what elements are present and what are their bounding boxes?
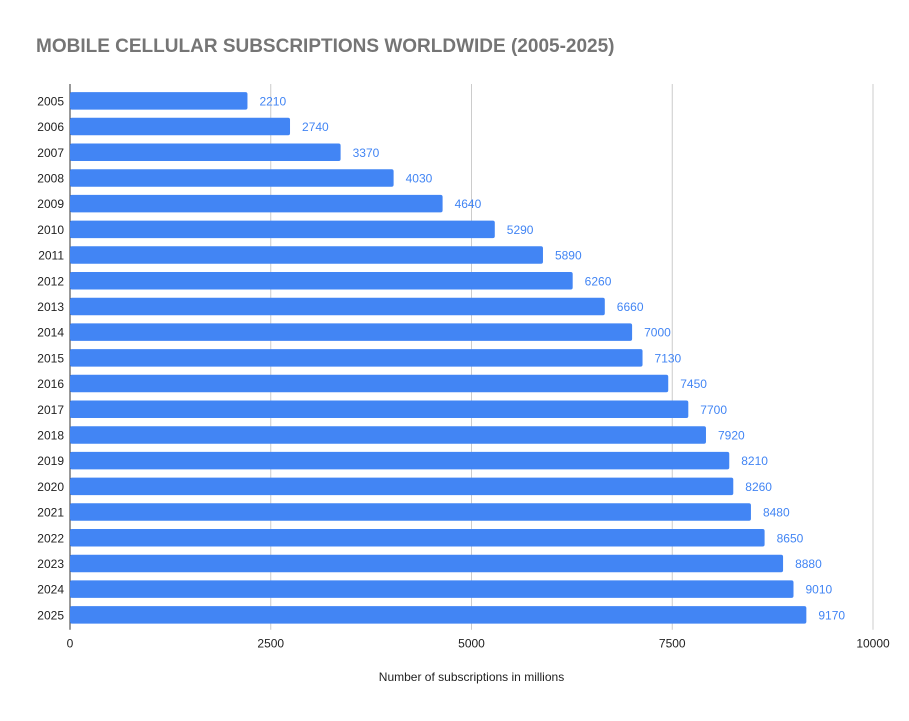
data-label: 9010 xyxy=(806,583,833,597)
y-tick-label: 2007 xyxy=(37,146,64,160)
y-tick-label: 2023 xyxy=(37,557,64,571)
bar xyxy=(70,246,543,264)
data-label: 8880 xyxy=(795,557,822,571)
bar xyxy=(70,169,394,187)
x-tick-label: 7500 xyxy=(659,637,686,651)
data-label: 2740 xyxy=(302,120,329,134)
y-tick-label: 2010 xyxy=(37,223,64,237)
bar xyxy=(70,503,751,521)
data-label: 7000 xyxy=(644,326,671,340)
y-tick-label: 2014 xyxy=(37,326,64,340)
y-tick-label: 2008 xyxy=(37,171,64,185)
y-tick-label: 2016 xyxy=(37,377,64,391)
data-label: 2210 xyxy=(259,94,286,108)
x-tick-label: 2500 xyxy=(257,637,284,651)
bar xyxy=(70,92,248,110)
x-tick-label: 10000 xyxy=(856,637,890,651)
y-tick-label: 2012 xyxy=(37,274,64,288)
y-tick-label: 2019 xyxy=(37,454,64,468)
data-label: 6260 xyxy=(585,274,612,288)
bar xyxy=(70,554,784,573)
y-tick-label: 2005 xyxy=(37,94,64,108)
bar xyxy=(70,451,730,470)
y-tick-label: 2020 xyxy=(37,480,64,494)
y-tick-label: 2022 xyxy=(37,531,64,545)
bars xyxy=(70,92,807,624)
data-label: 9170 xyxy=(818,608,845,622)
bar xyxy=(70,220,495,239)
y-axis-tick-labels: 2005 2006 2007 2008 2009 2010 2011 2012 2013 2014… xyxy=(37,94,64,622)
bar xyxy=(70,349,643,367)
data-label: 6660 xyxy=(617,300,644,314)
y-tick-label: 2025 xyxy=(37,608,64,622)
data-label: 4030 xyxy=(406,171,433,185)
data-label: 8650 xyxy=(777,531,804,545)
data-label: 8480 xyxy=(763,506,790,520)
y-tick-label: 2021 xyxy=(37,506,64,520)
bar xyxy=(70,194,443,213)
data-label: 8210 xyxy=(741,454,768,468)
bar xyxy=(70,477,734,496)
chart-title: MOBILE CELLULAR SUBSCRIPTIONS WORLDWIDE … xyxy=(36,36,615,57)
y-tick-label: 2009 xyxy=(37,197,64,211)
data-label: 8260 xyxy=(745,480,772,494)
bar xyxy=(70,529,765,547)
data-label: 5290 xyxy=(507,223,534,237)
y-tick-label: 2024 xyxy=(37,583,64,597)
bar xyxy=(70,143,341,161)
data-label: 3370 xyxy=(353,146,380,160)
y-tick-label: 2006 xyxy=(37,120,64,134)
bar xyxy=(70,297,605,316)
bar xyxy=(70,323,633,341)
data-label: 4640 xyxy=(455,197,482,211)
data-label: 7700 xyxy=(700,403,727,417)
y-tick-label: 2017 xyxy=(37,403,64,417)
data-label: 5890 xyxy=(555,249,582,263)
y-tick-label: 2013 xyxy=(37,300,64,314)
y-tick-label: 2015 xyxy=(37,351,64,365)
y-tick-label: 2011 xyxy=(38,249,64,263)
x-tick-label: 5000 xyxy=(458,637,485,651)
bar xyxy=(70,117,291,136)
y-tick-label: 2018 xyxy=(37,428,64,442)
bar xyxy=(70,606,807,624)
data-label: 7920 xyxy=(718,428,745,442)
data-label: 7130 xyxy=(655,351,682,365)
bar xyxy=(70,426,706,444)
x-axis-tick-labels: 0 2500 5000 7500 10000 xyxy=(67,637,890,651)
bar xyxy=(70,374,669,393)
x-tick-label: 0 xyxy=(67,637,74,651)
bar xyxy=(70,400,689,418)
x-axis-label: Number of subscriptions in millions xyxy=(378,670,565,684)
data-label: 7450 xyxy=(680,377,707,391)
bar xyxy=(70,272,573,290)
bar xyxy=(70,580,794,598)
